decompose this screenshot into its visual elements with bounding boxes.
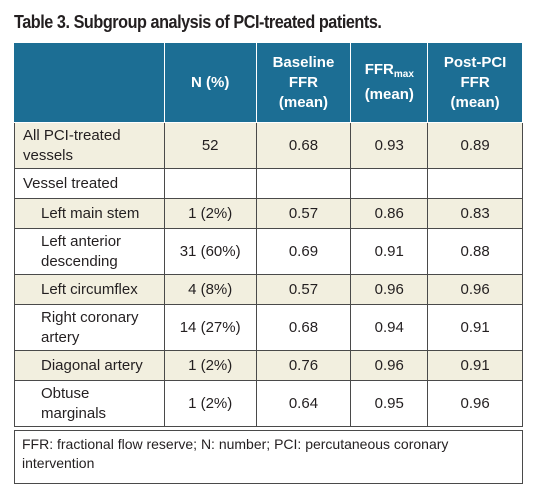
cell-baseline-ffr: 0.57 bbox=[255, 198, 352, 229]
cell-ffr-max: 0.94 bbox=[350, 304, 429, 351]
cell-post-pci-ffr: 0.96 bbox=[427, 274, 523, 305]
header-n-percent: N (%) bbox=[163, 42, 257, 123]
header-row: N (%) Baseline FFR (mean) FFRmax (mean) Pos… bbox=[14, 42, 523, 123]
cell-post-pci-ffr: 0.91 bbox=[427, 350, 523, 381]
cell-post-pci-ffr: 0.96 bbox=[427, 380, 523, 427]
cell-baseline-ffr: 0.69 bbox=[255, 228, 352, 275]
cell-baseline-ffr: 0.68 bbox=[255, 122, 352, 169]
table-row: Left circumflex 4 (8%) 0.57 0.96 0.96 bbox=[14, 274, 523, 305]
cell-n-percent bbox=[163, 168, 257, 199]
cell-n-percent: 1 (2%) bbox=[163, 380, 257, 427]
row-label: Left main stem bbox=[14, 198, 165, 229]
cell-ffr-max: 0.93 bbox=[350, 122, 429, 169]
header-post-pci-ffr: Post-PCI FFR (mean) bbox=[427, 42, 523, 123]
cell-ffr-max: 0.96 bbox=[350, 274, 429, 305]
cell-n-percent: 31 (60%) bbox=[163, 228, 257, 275]
header-empty bbox=[14, 42, 165, 123]
cell-ffr-max: 0.95 bbox=[350, 380, 429, 427]
cell-ffr-max bbox=[350, 168, 429, 199]
header-baseline-ffr: Baseline FFR (mean) bbox=[255, 42, 352, 123]
table-row: Right coronary artery 14 (27%) 0.68 0.94 0.91 bbox=[14, 304, 523, 351]
cell-baseline-ffr: 0.76 bbox=[255, 350, 352, 381]
cell-n-percent: 1 (2%) bbox=[163, 350, 257, 381]
row-label: All PCI-treated vessels bbox=[14, 122, 165, 169]
table-row: All PCI-treated vessels 52 0.68 0.93 0.89 bbox=[14, 122, 523, 169]
cell-post-pci-ffr: 0.83 bbox=[427, 198, 523, 229]
cell-baseline-ffr: 0.64 bbox=[255, 380, 352, 427]
cell-n-percent: 1 (2%) bbox=[163, 198, 257, 229]
cell-n-percent: 4 (8%) bbox=[163, 274, 257, 305]
cell-baseline-ffr: 0.57 bbox=[255, 274, 352, 305]
table-row: Left anterior descending 31 (60%) 0.69 0.91 0… bbox=[14, 228, 523, 275]
row-label: Left circumflex bbox=[14, 274, 165, 305]
table-row: Obtuse marginals 1 (2%) 0.64 0.95 0.96 bbox=[14, 380, 523, 427]
table-title: Table 3. Subgroup analysis of PCI-treate… bbox=[14, 12, 382, 32]
cell-post-pci-ffr bbox=[427, 168, 523, 199]
cell-ffr-max: 0.96 bbox=[350, 350, 429, 381]
cell-n-percent: 14 (27%) bbox=[163, 304, 257, 351]
table-footnote: FFR: fractional flow reserve; N: number;… bbox=[14, 430, 523, 484]
row-label: Right coronary artery bbox=[14, 304, 165, 351]
table-row: Diagonal artery 1 (2%) 0.76 0.96 0.91 bbox=[14, 350, 523, 381]
table-row: Left main stem 1 (2%) 0.57 0.86 0.83 bbox=[14, 198, 523, 229]
subgroup-table: N (%) Baseline FFR (mean) FFRmax (mean) Pos… bbox=[14, 42, 523, 427]
row-label: Obtuse marginals bbox=[14, 380, 165, 427]
row-label: Vessel treated bbox=[14, 168, 165, 199]
cell-baseline-ffr: 0.68 bbox=[255, 304, 352, 351]
table-row: Vessel treated bbox=[14, 168, 523, 199]
cell-baseline-ffr bbox=[255, 168, 352, 199]
row-label: Left anterior descending bbox=[14, 228, 165, 275]
cell-post-pci-ffr: 0.89 bbox=[427, 122, 523, 169]
row-label: Diagonal artery bbox=[14, 350, 165, 381]
header-ffr-max: FFRmax (mean) bbox=[350, 42, 429, 123]
cell-n-percent: 52 bbox=[163, 122, 257, 169]
cell-post-pci-ffr: 0.88 bbox=[427, 228, 523, 275]
cell-post-pci-ffr: 0.91 bbox=[427, 304, 523, 351]
cell-ffr-max: 0.91 bbox=[350, 228, 429, 275]
cell-ffr-max: 0.86 bbox=[350, 198, 429, 229]
